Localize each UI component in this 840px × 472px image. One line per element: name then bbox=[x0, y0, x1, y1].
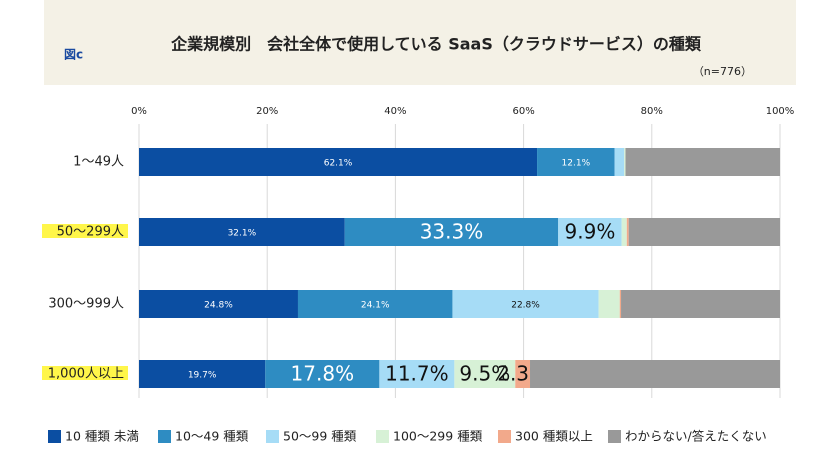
bar-segment bbox=[621, 290, 780, 318]
legend-swatch bbox=[266, 430, 279, 443]
y-tick-label: 300〜999人 bbox=[48, 297, 124, 312]
value-label: 32.1% bbox=[228, 229, 257, 239]
figure-label: 図c bbox=[64, 48, 83, 62]
bar-segment bbox=[625, 148, 780, 176]
legend-label: わからない/答えたくない bbox=[625, 429, 767, 444]
legend-swatch bbox=[48, 430, 61, 443]
x-tick-label: 0% bbox=[131, 106, 147, 117]
legend-label: 300 種類以上 bbox=[515, 429, 593, 444]
value-label: 33.3% bbox=[420, 220, 484, 244]
bar-segment bbox=[619, 290, 622, 318]
bar-segment bbox=[344, 218, 559, 246]
header-band bbox=[44, 0, 796, 85]
bar-segment bbox=[621, 218, 627, 246]
x-tick-label: 20% bbox=[256, 106, 278, 117]
x-tick-label: 80% bbox=[641, 106, 663, 117]
value-label: 19.7% bbox=[188, 371, 217, 381]
bar-segment bbox=[139, 360, 266, 388]
legend-label: 50〜99 種類 bbox=[283, 429, 357, 444]
bar-segment bbox=[379, 360, 455, 388]
legend-label: 100〜299 種類 bbox=[393, 429, 483, 444]
value-label: 62.1% bbox=[324, 159, 353, 169]
value-label: 17.8% bbox=[291, 362, 355, 386]
value-label: 9.5% bbox=[459, 362, 510, 386]
y-tick-label: 50〜299人 bbox=[57, 225, 124, 240]
legend-label: 10 種類 未満 bbox=[65, 429, 139, 444]
legend-swatch bbox=[376, 430, 389, 443]
bar-segment bbox=[530, 360, 780, 388]
bar-segment bbox=[628, 218, 780, 246]
bar-segment bbox=[139, 148, 538, 176]
legend-swatch bbox=[498, 430, 511, 443]
y-tick-label: 1〜49人 bbox=[73, 155, 124, 170]
bar-segment bbox=[454, 360, 516, 388]
x-tick-label: 60% bbox=[512, 106, 534, 117]
x-tick-label: 40% bbox=[384, 106, 406, 117]
value-label: 9.9% bbox=[565, 220, 616, 244]
bar-segment bbox=[139, 290, 298, 318]
chart-title: 企業規模別 会社全体で使用している SaaS（クラウドサービス）の種類 bbox=[170, 35, 702, 54]
value-label: 24.8% bbox=[204, 301, 233, 311]
bar-segment bbox=[537, 148, 615, 176]
bar-segment bbox=[139, 218, 345, 246]
bar-segment bbox=[598, 290, 620, 318]
bar-segment bbox=[624, 148, 626, 176]
category-highlight bbox=[42, 366, 128, 380]
value-label: 12.1% bbox=[562, 159, 591, 169]
value-label: 24.1% bbox=[361, 301, 390, 311]
legend-swatch bbox=[608, 430, 621, 443]
bar-segment bbox=[558, 218, 622, 246]
value-label: 22.8% bbox=[511, 301, 540, 311]
bar-segment bbox=[614, 148, 625, 176]
legend-label: 10〜49 種類 bbox=[175, 429, 249, 444]
value-label: 11.7% bbox=[385, 362, 449, 386]
bar-segment bbox=[297, 290, 453, 318]
bar-segment bbox=[452, 290, 599, 318]
bar-segment bbox=[515, 360, 531, 388]
bar-segment bbox=[626, 218, 629, 246]
chart-subtitle: （n=776） bbox=[693, 65, 752, 78]
category-highlight bbox=[42, 224, 128, 238]
y-tick-label: 1,000人以上 bbox=[48, 367, 124, 382]
legend-swatch bbox=[158, 430, 171, 443]
bar-segment bbox=[265, 360, 380, 388]
x-tick-label: 100% bbox=[766, 106, 795, 117]
